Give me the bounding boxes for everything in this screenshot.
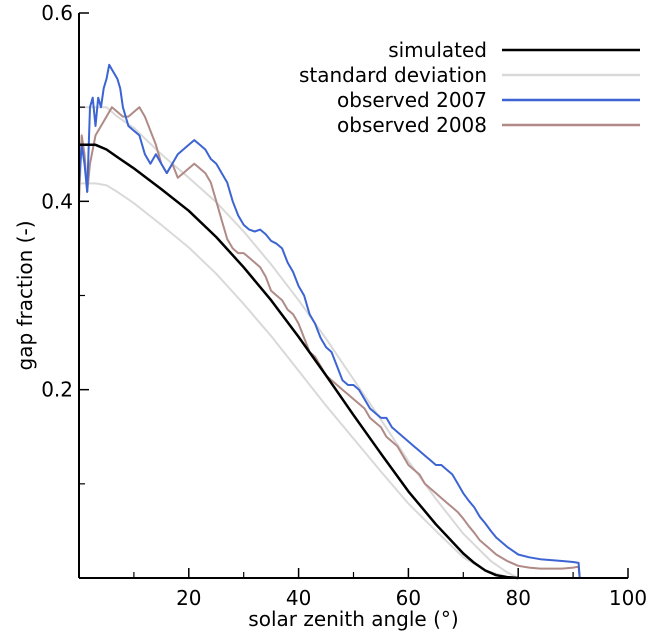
ticks-layer: 20 40 60 80 100 0.2 0.4 0.6 <box>41 1 647 610</box>
series-layer <box>78 63 581 580</box>
series-line-standard-deviation <box>79 182 519 579</box>
series-line-observed-2008 <box>78 106 581 579</box>
y-axis-title: gap fraction (-) <box>13 220 37 370</box>
series-line-standard-deviation-upper <box>79 106 519 579</box>
legend-label-standard-deviation: standard deviation <box>299 63 487 87</box>
x-tick-label-60: 60 <box>396 586 421 610</box>
legend-label-observed-2007: observed 2007 <box>337 88 487 112</box>
y-tick-label-0.6: 0.6 <box>41 1 73 25</box>
x-tick-label-80: 80 <box>505 586 530 610</box>
series-line-observed-2007 <box>78 63 581 579</box>
y-tick-label-0.4: 0.4 <box>41 189 73 213</box>
legend-label-simulated: simulated <box>388 38 487 62</box>
legend-label-observed-2008: observed 2008 <box>337 113 487 137</box>
series-line-simulated <box>79 143 519 580</box>
x-tick-label-20: 20 <box>176 586 201 610</box>
x-tick-label-100: 100 <box>609 586 647 610</box>
x-tick-label-40: 40 <box>286 586 311 610</box>
x-axis-title: solar zenith angle (°) <box>248 607 458 631</box>
y-tick-label-0.2: 0.2 <box>41 378 73 402</box>
